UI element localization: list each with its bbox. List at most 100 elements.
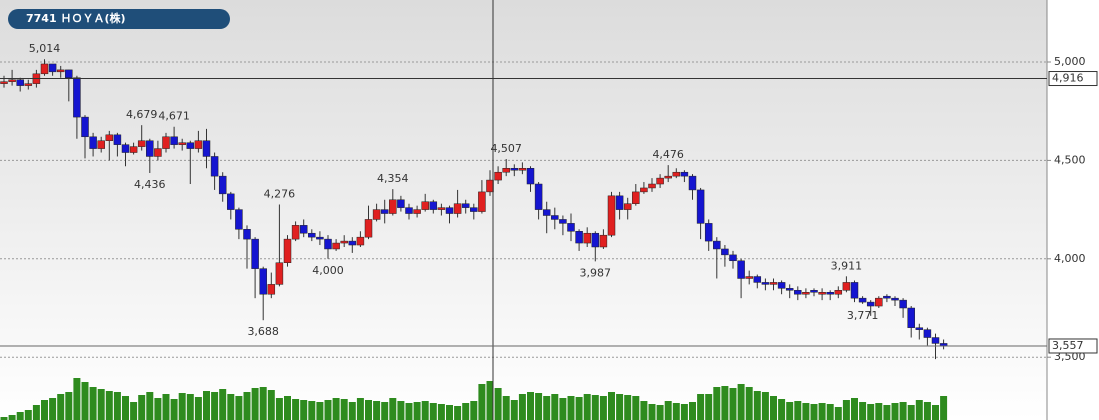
candle-body bbox=[534, 183, 543, 210]
volume-bar bbox=[486, 381, 494, 420]
volume-bar bbox=[640, 401, 648, 420]
plot-background bbox=[0, 0, 1047, 420]
candle-body bbox=[486, 179, 494, 193]
price-annotation: 4,000 bbox=[312, 264, 344, 277]
candle-body bbox=[502, 168, 510, 173]
volume-bar bbox=[494, 388, 502, 420]
volume-bar bbox=[170, 399, 178, 420]
candle-body bbox=[340, 240, 348, 244]
candle-body bbox=[154, 148, 162, 157]
candle-body bbox=[380, 209, 389, 214]
candle-body bbox=[761, 282, 770, 285]
volume-bar bbox=[389, 398, 397, 420]
volume-bar bbox=[267, 390, 275, 420]
volume-bar bbox=[616, 394, 624, 420]
candle-body bbox=[259, 268, 267, 295]
volume-bar bbox=[672, 403, 680, 420]
volume-bar bbox=[770, 396, 777, 420]
candle-body bbox=[162, 136, 170, 149]
last-price-box bbox=[1048, 338, 1098, 354]
y-tick-label: 4,500 bbox=[1054, 153, 1086, 166]
candle-body bbox=[542, 209, 551, 216]
candle-body bbox=[899, 299, 907, 309]
volume-bar bbox=[49, 398, 57, 420]
volume-bar bbox=[446, 405, 453, 420]
candle-body bbox=[453, 203, 462, 214]
price-annotation: 4,436 bbox=[134, 178, 166, 191]
candle-body bbox=[713, 240, 721, 250]
candle-body bbox=[372, 209, 381, 220]
volume-bar bbox=[859, 402, 867, 420]
candle-body bbox=[97, 140, 105, 149]
candle-body bbox=[591, 232, 600, 248]
volume-bar bbox=[923, 402, 931, 420]
volume-bar bbox=[365, 400, 372, 420]
volume-bar bbox=[899, 402, 907, 420]
candle-body bbox=[632, 191, 640, 204]
candle-body bbox=[210, 156, 219, 177]
volume-bar bbox=[567, 396, 575, 420]
candle-body bbox=[243, 229, 251, 240]
candle-body bbox=[834, 290, 843, 295]
candle-body bbox=[291, 225, 300, 240]
candle-body bbox=[137, 140, 146, 147]
candle-body bbox=[623, 203, 632, 210]
volume-bar bbox=[24, 410, 32, 420]
candle-body bbox=[850, 282, 859, 299]
candle-body bbox=[810, 290, 818, 293]
crosshair-price-label: 4,916 bbox=[1052, 72, 1084, 85]
candle-body bbox=[218, 175, 227, 195]
volume-bar bbox=[300, 400, 308, 420]
volume-bar bbox=[332, 398, 340, 420]
volume-bar bbox=[32, 405, 40, 420]
candle-body bbox=[146, 140, 154, 157]
volume-bar bbox=[648, 404, 656, 420]
volume-bar bbox=[89, 387, 97, 420]
candle-body bbox=[129, 146, 138, 153]
candle-body bbox=[923, 329, 932, 338]
volume-bar bbox=[535, 393, 543, 420]
candle-body bbox=[275, 262, 284, 285]
candle-body bbox=[875, 297, 883, 307]
candle-body bbox=[583, 232, 591, 244]
volume-bar bbox=[219, 389, 227, 420]
last-price-label: 3,557 bbox=[1052, 339, 1084, 352]
candle-body bbox=[283, 238, 292, 263]
volume-bar bbox=[786, 402, 794, 420]
candle-body bbox=[40, 63, 49, 75]
candle-body bbox=[121, 144, 130, 153]
volume-bar bbox=[656, 405, 664, 420]
volume-bar bbox=[203, 391, 210, 420]
volume-bar bbox=[397, 401, 405, 420]
volume-bar bbox=[478, 384, 486, 420]
volume-bar bbox=[753, 391, 761, 420]
volume-bar bbox=[178, 393, 186, 420]
y-tick-label: 5,000 bbox=[1054, 55, 1086, 68]
volume-bar bbox=[316, 402, 324, 420]
candle-body bbox=[413, 209, 421, 214]
volume-bar bbox=[608, 392, 615, 420]
candle-body bbox=[802, 292, 810, 295]
volume-bar bbox=[454, 406, 462, 420]
volume-bar bbox=[940, 396, 948, 420]
volume-bar bbox=[146, 392, 154, 420]
overlay: 5,014 4,679 4,671 4,436 4,276 3,688 4,000 4,354… bbox=[0, 42, 1098, 354]
candle-body bbox=[73, 77, 81, 118]
price-annotation: 3,987 bbox=[580, 266, 612, 279]
volume-bar bbox=[462, 403, 470, 420]
price-annotation: 4,476 bbox=[652, 148, 684, 161]
volume-bar bbox=[97, 389, 105, 420]
volume-bar bbox=[794, 401, 802, 420]
volume-bar bbox=[122, 396, 129, 420]
candle-body bbox=[89, 136, 97, 149]
candle-body bbox=[170, 136, 178, 145]
volume-bar bbox=[810, 404, 818, 420]
price-annotation: 3,771 bbox=[847, 309, 879, 322]
candle-body bbox=[915, 327, 924, 330]
price-annotation: 3,911 bbox=[831, 259, 863, 272]
candle-body bbox=[81, 116, 89, 138]
volume-bar bbox=[713, 387, 721, 420]
candle-body bbox=[931, 337, 940, 344]
volume-bar bbox=[138, 395, 146, 420]
